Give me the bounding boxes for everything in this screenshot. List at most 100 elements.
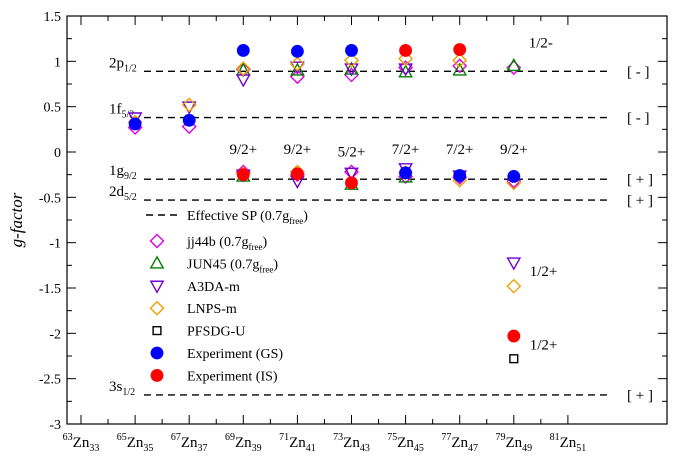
x-tick-label: 69Zn39 bbox=[225, 432, 262, 454]
legend-text-suffix: ) bbox=[262, 235, 267, 250]
data-point bbox=[236, 168, 250, 182]
isotope-symbol: Zn bbox=[73, 435, 90, 451]
data-point bbox=[507, 170, 521, 183]
data-point bbox=[289, 56, 305, 72]
data-point bbox=[290, 44, 304, 58]
legend-marker bbox=[149, 233, 165, 249]
legend-subscript: free bbox=[248, 242, 262, 252]
isotope-neutrons: 35 bbox=[143, 443, 153, 454]
data-point bbox=[399, 166, 413, 180]
y-tick-label: -2 bbox=[49, 327, 61, 342]
isotope-mass: 81 bbox=[550, 432, 560, 443]
data-point bbox=[235, 61, 251, 77]
data-point bbox=[507, 329, 521, 343]
isotope-mass: 73 bbox=[333, 432, 343, 443]
isotope-mass: 69 bbox=[225, 432, 235, 443]
legend-label: LNPS-m bbox=[187, 302, 237, 317]
data-point bbox=[452, 62, 468, 76]
orbital-j: 1/2 bbox=[122, 387, 135, 398]
data-point bbox=[453, 43, 467, 56]
parity-label: [ - ] bbox=[627, 64, 650, 80]
y-tick-label: 0.5 bbox=[44, 101, 62, 116]
legend-label: jj44b (0.7gfree) bbox=[186, 235, 267, 252]
legend-subscript: free bbox=[289, 216, 303, 226]
legend-marker bbox=[152, 326, 162, 336]
legend-text: Experiment (GS) bbox=[187, 347, 283, 362]
isotope-mass: 65 bbox=[117, 432, 127, 443]
data-point bbox=[506, 60, 522, 76]
isotope-symbol: Zn bbox=[235, 435, 252, 451]
spin-parity-label: 5/2+ bbox=[338, 145, 366, 161]
isotope-symbol: Zn bbox=[451, 435, 468, 451]
y-tick-label: -0.5 bbox=[39, 191, 61, 206]
data-points bbox=[127, 43, 522, 364]
legend-label: PFSDG-U bbox=[187, 325, 245, 340]
data-point bbox=[452, 58, 468, 74]
sp-lines-layer bbox=[144, 70, 612, 396]
data-point bbox=[453, 169, 467, 183]
legend-label: A3DA-m bbox=[187, 280, 240, 295]
isotope-neutrons: 49 bbox=[522, 443, 532, 454]
x-tick-label: 65Zn35 bbox=[117, 432, 154, 454]
data-point bbox=[398, 63, 413, 77]
data-point bbox=[399, 44, 413, 57]
data-point bbox=[452, 52, 468, 68]
isotope-mass: 79 bbox=[495, 432, 505, 443]
isotope-neutrons: 47 bbox=[468, 443, 478, 454]
orbital-label: 1g9/2 bbox=[109, 163, 137, 182]
isotope-neutrons: 45 bbox=[414, 443, 424, 454]
data-point bbox=[506, 57, 522, 72]
spin-parity-label: 7/2+ bbox=[392, 142, 420, 158]
parity-label: [ + ] bbox=[627, 193, 653, 209]
isotope-neutrons: 37 bbox=[198, 443, 208, 454]
legend-text: JUN45 (0.7g bbox=[187, 257, 259, 272]
legend-subscript: free bbox=[259, 264, 273, 274]
data-point bbox=[290, 167, 304, 181]
legend-sp-label: Effective SP (0.7gfree) bbox=[187, 209, 308, 226]
spin-parity-label: 1/2+ bbox=[530, 338, 558, 354]
legend-text: A3DA-m bbox=[187, 280, 240, 295]
plot-frame bbox=[66, 15, 668, 425]
data-point bbox=[509, 354, 519, 364]
legend-marker bbox=[149, 255, 165, 269]
annotations: 2p1/2[ - ]1f5/2[ - ]1g9/2[ + ]2d5/2[ + ]… bbox=[109, 36, 653, 404]
orbital-name: 2d bbox=[109, 184, 125, 200]
legend-marker bbox=[149, 300, 165, 316]
data-point bbox=[128, 117, 142, 131]
y-tick-label: -1 bbox=[49, 237, 61, 252]
legend-text: jj44b (0.7g bbox=[186, 235, 248, 250]
x-tick-label: 77Zn47 bbox=[441, 432, 478, 454]
legend-text-suffix: ) bbox=[273, 257, 278, 272]
spin-parity-label: 7/2+ bbox=[446, 142, 474, 158]
parity-label: [ + ] bbox=[627, 172, 653, 188]
data-point bbox=[344, 67, 359, 83]
isotope-mass: 77 bbox=[441, 432, 451, 443]
isotope-mass: 75 bbox=[387, 432, 397, 443]
parity-label: [ - ] bbox=[627, 111, 650, 127]
legend-marker bbox=[150, 346, 164, 360]
series-pfsdg-u bbox=[509, 354, 519, 364]
data-point bbox=[506, 278, 522, 294]
orbital-name: 2p bbox=[109, 55, 124, 71]
y-tick-label: -2.5 bbox=[39, 373, 61, 388]
legend-marker bbox=[149, 280, 165, 294]
orbital-name: 3s bbox=[109, 379, 123, 395]
spin-parity-label: 9/2+ bbox=[229, 142, 257, 158]
data-point bbox=[344, 63, 359, 77]
data-point bbox=[236, 44, 250, 57]
legend-text-suffix: ) bbox=[303, 209, 308, 224]
data-point bbox=[398, 51, 414, 67]
isotope-symbol: Zn bbox=[127, 435, 144, 451]
data-point bbox=[290, 62, 305, 76]
x-tick-label: 67Zn37 bbox=[171, 432, 208, 454]
isotope-mass: 71 bbox=[279, 432, 289, 443]
data-point bbox=[345, 44, 358, 57]
isotope-symbol: Zn bbox=[560, 435, 577, 451]
orbital-j: 9/2 bbox=[124, 171, 137, 182]
isotope-symbol: Zn bbox=[397, 435, 414, 451]
x-tick-label: 73Zn43 bbox=[333, 432, 370, 454]
data-point bbox=[398, 64, 413, 78]
legend-text: Effective SP (0.7g bbox=[187, 209, 289, 224]
x-tick-label: 75Zn45 bbox=[387, 432, 424, 454]
